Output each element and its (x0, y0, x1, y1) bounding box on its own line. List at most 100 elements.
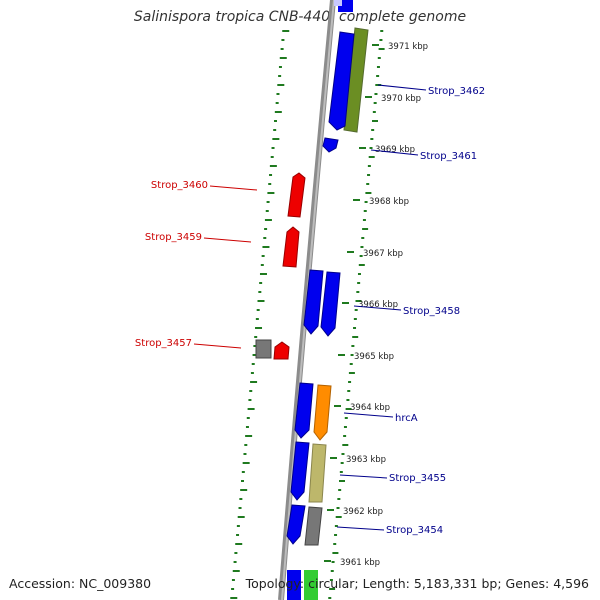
gc-dot (274, 120, 277, 122)
gc-dot (345, 408, 352, 410)
gene-blue-3971[interactable] (328, 31, 355, 131)
gc-dot (343, 426, 347, 428)
tick-label: 3967 kbp (363, 249, 403, 259)
gene-label[interactable]: Strop_3454 (386, 525, 443, 536)
gene-label[interactable]: Strop_3462 (428, 86, 485, 97)
gc-dot (237, 516, 245, 518)
gc-dot (258, 291, 262, 293)
gc-dot (367, 174, 371, 176)
gc-dot (244, 444, 248, 446)
gc-dot (272, 138, 280, 140)
gene-blue-3963[interactable] (290, 441, 310, 501)
gc-dot (364, 201, 368, 203)
gene-blue-3962[interactable] (286, 504, 306, 545)
gc-dot (333, 543, 337, 545)
gc-dot (249, 390, 253, 392)
gc-dot (370, 138, 374, 140)
gc-dot (241, 480, 244, 482)
gc-dot (359, 255, 363, 257)
gene-strop-3460[interactable] (287, 172, 306, 218)
gc-dot (265, 210, 269, 212)
gene-label[interactable]: hrcA (395, 413, 418, 424)
gc-dot (351, 345, 355, 347)
gene-strop-3458-a[interactable] (303, 269, 324, 335)
gene-label-leader (343, 412, 394, 418)
gc-dot (277, 84, 285, 86)
gc-dot (264, 219, 272, 221)
gc-dot (358, 264, 365, 266)
gc-dot (274, 111, 282, 113)
tick-label: 3963 kbp (346, 455, 386, 465)
gene-strop-3454[interactable] (304, 506, 323, 546)
gc-dot (332, 552, 339, 554)
gene-label[interactable]: Strop_3455 (389, 473, 446, 484)
gc-dot (362, 219, 366, 221)
gc-dot (266, 201, 270, 203)
gc-dot (347, 390, 351, 392)
gene-strop-3455[interactable] (308, 443, 327, 503)
gene-label[interactable]: Strop_3458 (403, 306, 460, 317)
gc-dot (278, 75, 282, 77)
gene-label-leader (370, 149, 419, 156)
gc-dot (235, 543, 243, 545)
gc-dot (241, 471, 245, 473)
gc-dot (353, 327, 357, 329)
gc-dot (368, 156, 375, 158)
gc-dot (363, 210, 367, 212)
gc-dot (246, 417, 250, 419)
gc-dot (367, 165, 371, 167)
genome-summary: Topology: circular; Length: 5,183,331 bp… (245, 576, 589, 591)
gene-label[interactable]: Strop_3457 (135, 338, 192, 349)
gc-dot (376, 66, 380, 68)
gc-dot (278, 66, 282, 68)
gene-strop-3459[interactable] (282, 226, 300, 268)
gene-label[interactable]: Strop_3459 (145, 232, 202, 243)
gc-dot (339, 471, 343, 473)
gc-dot (379, 39, 383, 41)
gc-content-track-left (230, 30, 290, 599)
gc-dot (348, 381, 352, 383)
gc-dot (361, 237, 365, 239)
gc-dot (261, 255, 265, 257)
tick-label: 3962 kbp (343, 507, 383, 517)
gc-dot (373, 102, 377, 104)
gc-dot (271, 147, 275, 149)
gene-strop-3458-b[interactable] (320, 271, 341, 337)
gc-dot (262, 246, 270, 248)
gc-dot (339, 480, 345, 482)
gc-dot (281, 39, 285, 41)
gc-dot (269, 174, 273, 176)
gc-dot (369, 147, 373, 149)
gc-dot (352, 336, 359, 338)
gc-dot (232, 570, 240, 572)
gc-dot (331, 561, 335, 563)
gc-dot (250, 372, 254, 374)
gc-dot (250, 381, 258, 383)
gc-dot (337, 498, 341, 500)
gc-dot (365, 192, 372, 194)
gc-dot (257, 300, 265, 302)
gene-hrca[interactable] (313, 384, 332, 441)
gene-grey-3457[interactable] (255, 339, 272, 359)
tick-label: 3966 kbp (358, 300, 398, 310)
gc-dot (260, 264, 264, 266)
tick-marks: 3971 kbp 3970 kbp 3969 kbp 3968 kbp 3967 kbp… (324, 42, 428, 568)
gc-dot (344, 417, 348, 419)
gene-label[interactable]: Strop_3461 (420, 151, 477, 162)
gc-dot (270, 156, 274, 158)
gc-dot (357, 273, 361, 275)
gc-dot (238, 507, 242, 509)
gc-dot (341, 453, 345, 455)
gene-strop-3457[interactable] (273, 341, 290, 360)
gc-dot (338, 489, 342, 491)
gc-dot (236, 525, 240, 527)
gene-label[interactable]: Strop_3460 (151, 180, 208, 191)
gc-dot (253, 345, 257, 347)
gc-dot (279, 57, 287, 59)
gene-blue-3964[interactable] (294, 382, 314, 439)
gc-dot (349, 363, 353, 365)
gene-strop-3461[interactable] (322, 137, 339, 153)
gc-dot (240, 489, 248, 491)
gc-dot (380, 30, 384, 32)
gc-dot (251, 363, 255, 365)
